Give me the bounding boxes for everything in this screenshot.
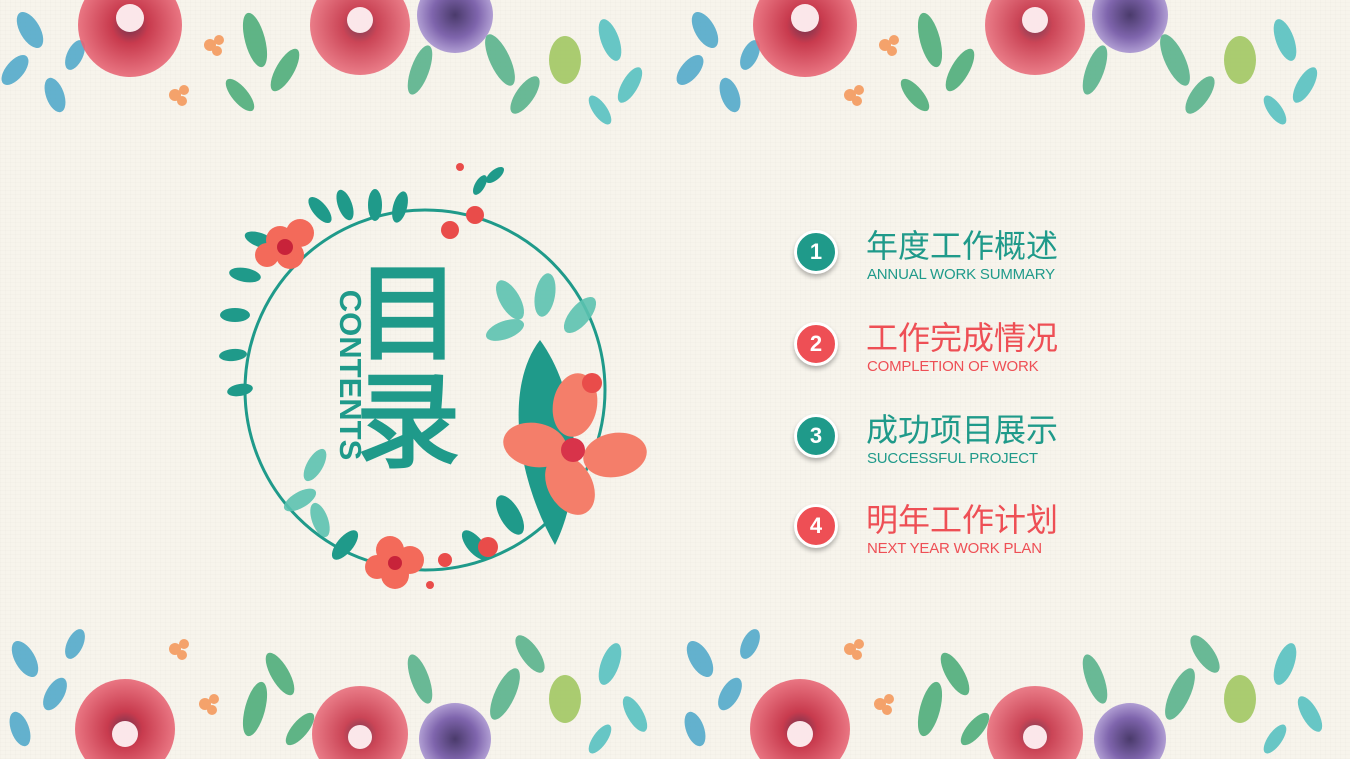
watercolor-floral-border-bottom: [9, 626, 1327, 759]
wreath-flower-bottom: [365, 536, 424, 589]
contents-title-line2: 录: [356, 361, 461, 483]
contents-title: 目 录: [356, 260, 476, 476]
menu-item-completion-of-work[interactable]: 2 工作完成情况 COMPLETION OF WORK: [790, 314, 1170, 384]
menu-item-number: 2: [794, 322, 838, 366]
menu-item-number: 1: [794, 230, 838, 274]
menu-item-annual-summary[interactable]: 1 年度工作概述 ANNUAL WORK SUMMARY: [790, 222, 1170, 292]
watercolor-floral-border-top: [1, 0, 1322, 128]
menu-item-subtitle: NEXT YEAR WORK PLAN: [867, 540, 1042, 557]
bottom-floral-border: [0, 619, 1350, 759]
menu-item-subtitle: ANNUAL WORK SUMMARY: [867, 266, 1055, 283]
wreath-flower-large: [503, 373, 647, 515]
floral-wreath: [205, 155, 655, 605]
menu-item-subtitle: SUCCESSFUL PROJECT: [867, 450, 1038, 467]
contents-title-line1: 目: [356, 253, 461, 375]
menu-item-number: 3: [794, 414, 838, 458]
menu-item-next-year-plan[interactable]: 4 明年工作计划 NEXT YEAR WORK PLAN: [790, 496, 1170, 566]
menu-item-title: 明年工作计划: [866, 501, 1059, 539]
menu-item-title: 工作完成情况: [866, 319, 1059, 357]
menu-item-number: 4: [794, 504, 838, 548]
top-floral-border: [0, 0, 1350, 140]
wreath-flower-topleft: [255, 219, 314, 269]
menu-item-title: 年度工作概述: [866, 227, 1059, 265]
menu-item-subtitle: COMPLETION OF WORK: [867, 358, 1039, 375]
floral-wreath-ring-icon: [219, 163, 647, 589]
menu-item-title: 成功项目展示: [866, 411, 1059, 449]
menu-item-successful-project[interactable]: 3 成功项目展示 SUCCESSFUL PROJECT: [790, 406, 1170, 476]
